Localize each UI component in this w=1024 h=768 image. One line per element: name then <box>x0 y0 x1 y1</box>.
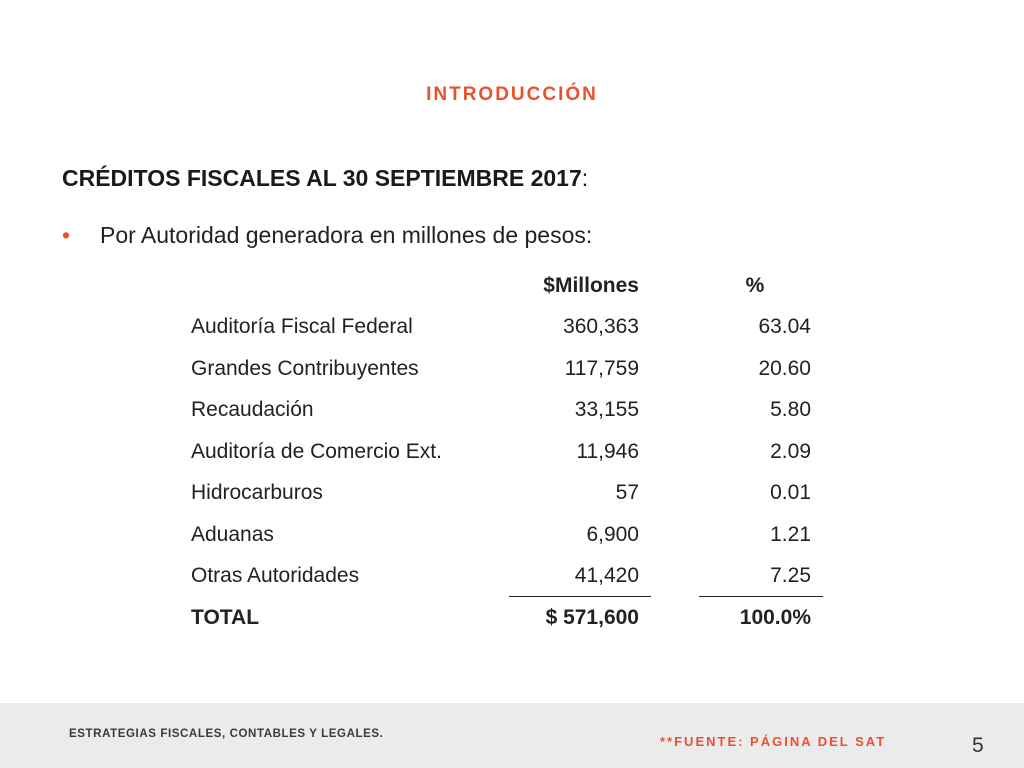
section-title: INTRODUCCIÓN <box>426 84 598 105</box>
row-percent: 20.60 <box>758 356 811 380</box>
bullet-item: • Por Autoridad generadora en millones de… <box>62 222 592 249</box>
row-name: Grandes Contribuyentes <box>191 356 419 380</box>
row-millions: 57 <box>615 481 639 505</box>
footer-bar: ESTRATEGIAS FISCALES, CONTABLES Y LEGALE… <box>0 703 1024 768</box>
row-percent: 1.21 <box>770 522 811 546</box>
row-millions: 6,900 <box>586 522 639 546</box>
table-row: Auditoría de Comercio Ext. 11,946 2.09 <box>186 431 811 473</box>
table-header-row: $Millones % <box>186 265 811 307</box>
total-label: TOTAL <box>191 605 260 629</box>
heading-colon: : <box>581 165 589 191</box>
header-blank <box>186 265 509 307</box>
row-percent: 5.80 <box>770 398 811 422</box>
row-percent: 7.25 <box>699 556 823 598</box>
table-row: Aduanas 6,900 1.21 <box>186 514 811 556</box>
heading-text: CRÉDITOS FISCALES AL 30 SEPTIEMBRE 2017 <box>62 165 582 191</box>
row-name: Auditoría de Comercio Ext. <box>191 439 442 463</box>
table-row: Otras Autoridades 41,420 7.25 <box>186 556 823 598</box>
row-percent: 63.04 <box>758 315 811 339</box>
table-row: Auditoría Fiscal Federal 360,363 63.04 <box>186 307 811 349</box>
footer-company-text: ESTRATEGIAS FISCALES, CONTABLES Y LEGALE… <box>69 728 384 740</box>
row-millions: 33,155 <box>574 398 639 422</box>
row-millions: 360,363 <box>563 315 639 339</box>
page-number: 5 <box>972 734 984 757</box>
row-name: Recaudación <box>191 398 314 422</box>
row-name: Hidrocarburos <box>191 481 323 505</box>
row-percent: 2.09 <box>770 439 811 463</box>
header-millions: $Millones <box>543 273 639 297</box>
bullet-text: Por Autoridad generadora en millones de … <box>100 222 593 248</box>
table-row: Recaudación 33,155 5.80 <box>186 390 811 432</box>
total-row: TOTAL $ 571,600 100.0% <box>186 597 811 639</box>
credits-table: $Millones % Auditoría Fiscal Federal 360… <box>186 265 823 639</box>
total-millions: $ 571,600 <box>545 605 639 629</box>
footer-source-note: **FUENTE: PÁGINA DEL SAT <box>660 734 887 749</box>
row-name: Otras Autoridades <box>191 564 360 588</box>
table-row: Hidrocarburos 57 0.01 <box>186 473 811 515</box>
row-name: Auditoría Fiscal Federal <box>191 315 413 339</box>
total-percent: 100.0% <box>739 605 811 629</box>
row-millions: 117,759 <box>564 356 639 380</box>
row-name: Aduanas <box>191 522 274 546</box>
row-percent: 0.01 <box>770 481 811 505</box>
slide-heading: CRÉDITOS FISCALES AL 30 SEPTIEMBRE 2017: <box>62 165 588 192</box>
row-millions: 11,946 <box>576 439 639 463</box>
table-row: Grandes Contribuyentes 117,759 20.60 <box>186 348 811 390</box>
header-percent: % <box>745 273 765 297</box>
bullet-icon: • <box>62 222 71 248</box>
row-millions: 41,420 <box>509 556 651 598</box>
